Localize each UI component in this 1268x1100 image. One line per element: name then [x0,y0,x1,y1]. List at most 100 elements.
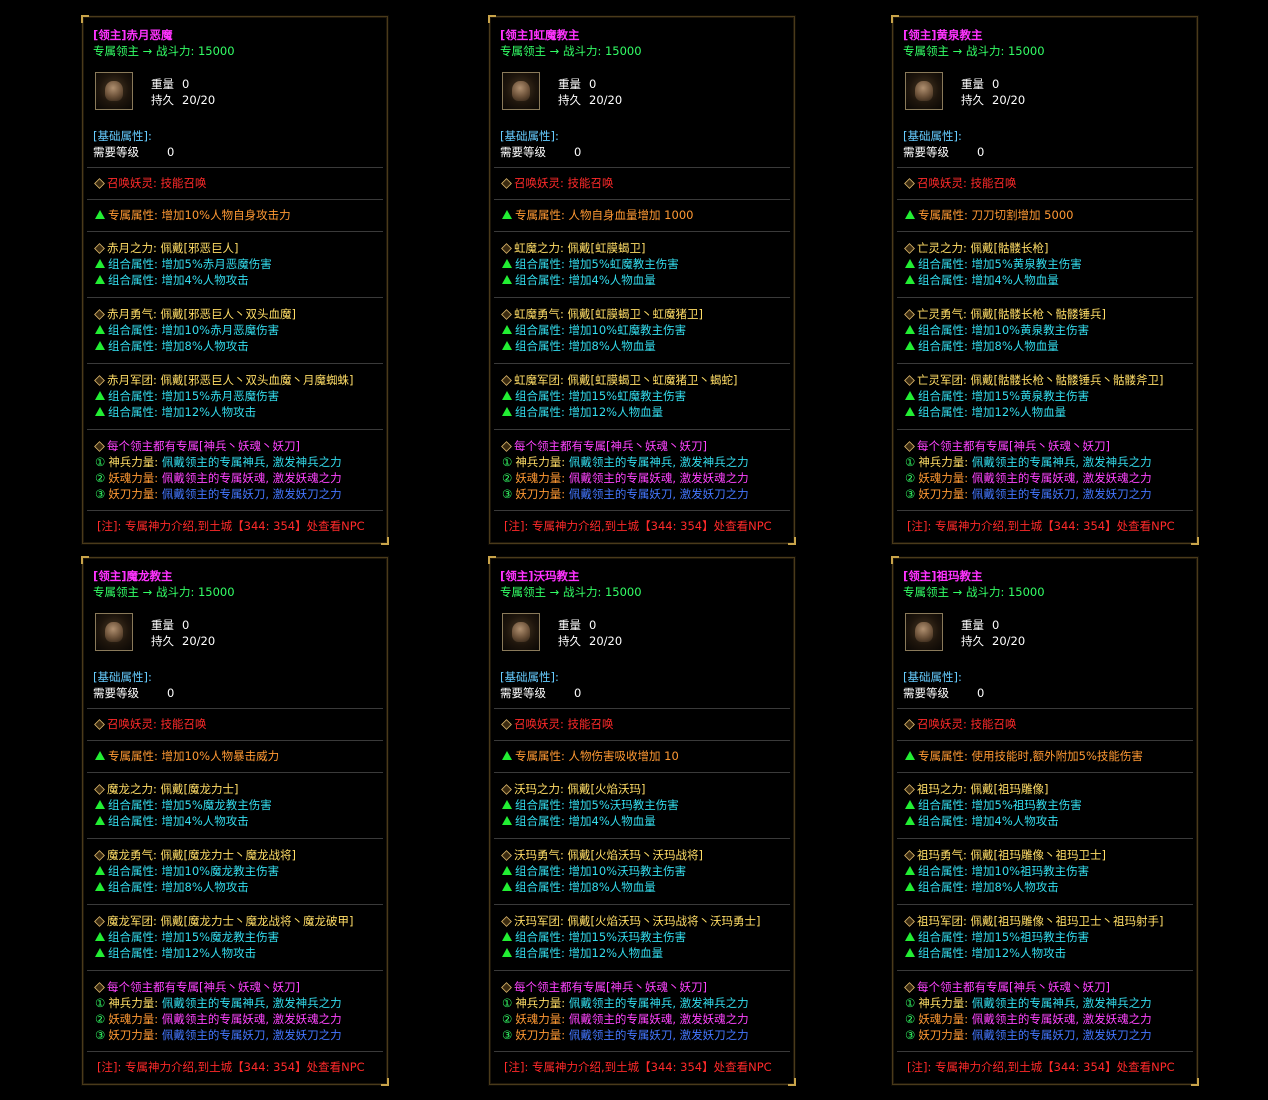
lord-subtitle: 专属领主 → 战斗力: 15000 [500,585,642,599]
divider [494,167,790,168]
weapon-power-label: 神兵力量: [515,455,566,469]
lord-subtitle: 专属领主 → 战斗力: 15000 [903,44,1045,58]
green-up-arrow-icon [905,259,915,268]
exclusive-gear-info: 每个领主都有专属[神兵丶妖魂丶妖刀] ① 神兵力量: 佩戴领主的专属神兵, 激发神… [94,438,385,502]
set-attr: 组合属性: 增加15%虹魔教主伤害 [515,389,687,403]
lord-gear-head: 每个领主都有专属[神兵丶妖魂丶妖刀] [514,439,707,453]
required-level-label: 需要等级 [500,686,546,700]
green-up-arrow-icon [905,751,915,760]
gem-icon [501,309,512,320]
set-bonus-3: 赤月军团: 佩戴[邪恶巨人丶双头血魔丶月魔蜘蛛] 组合属性: 增加15%赤月恶魔… [94,372,385,420]
green-up-arrow-icon [905,948,915,957]
set-bonus-2: 魔龙勇气: 佩戴[魔龙力士丶魔龙战将] 组合属性: 增加10%魔龙教主伤害 组合… [94,847,385,895]
divider [897,1051,1193,1052]
set-bonus-2: 亡灵勇气: 佩戴[骷髅长枪丶骷髅锤兵] 组合属性: 增加10%黄泉教主伤害 组合… [904,306,1195,354]
gem-icon [94,916,105,927]
set-bonus-1: 沃玛之力: 佩戴[火焰沃玛] 组合属性: 增加5%沃玛教主伤害 组合属性: 增加… [501,781,792,829]
demon-portrait-icon [905,72,943,110]
circle-two-icon: ② [95,471,106,485]
blade-power-label: 妖刀力量: [918,1028,969,1042]
set-head: 祖玛军团: 佩戴[祖玛雕像丶祖玛卫士丶祖玛射手] [917,914,1164,928]
required-level-value: 0 [574,686,582,700]
set-bonus-3: 亡灵军团: 佩戴[骷髅长枪丶骷髅锤兵丶骷髅斧卫] 组合属性: 增加15%黄泉教主… [904,372,1195,420]
set-attr: 组合属性: 增加8%人物血量 [515,880,656,894]
lord-item-card: [领主]沃玛教主 专属领主 → 战斗力: 15000 重量 0 持久 20/20 [… [488,556,796,1086]
green-up-arrow-icon [502,341,512,350]
npc-note: [注]: 专属神力介绍,到土城【344: 354】处查看NPC [97,1060,365,1074]
soul-power-label: 妖魂力量: [515,471,566,485]
green-up-arrow-icon [502,932,512,941]
set-attr: 组合属性: 增加15%赤月恶魔伤害 [108,389,280,403]
exclusive-gear-info: 每个领主都有专属[神兵丶妖魂丶妖刀] ① 神兵力量: 佩戴领主的专属神兵, 激发神… [94,979,385,1043]
set-attr: 组合属性: 增加8%人物血量 [918,339,1059,353]
weight-value: 0 [182,618,190,632]
set-attr: 组合属性: 增加10%黄泉教主伤害 [918,323,1090,337]
demon-portrait-icon [95,613,133,651]
set-attr: 组合属性: 增加15%黄泉教主伤害 [918,389,1090,403]
exclusive-attribute: 专属属性: 增加10%人物暴击威力 [108,749,280,763]
set-attr: 组合属性: 增加5%赤月恶魔伤害 [108,257,272,271]
lord-gear-head: 每个领主都有专属[神兵丶妖魂丶妖刀] [917,980,1110,994]
circle-one-icon: ① [95,996,106,1010]
circle-one-icon: ① [502,455,513,469]
set-head: 亡灵军团: 佩戴[骷髅长枪丶骷髅锤兵丶骷髅斧卫] [917,373,1164,387]
lord-item-card: [领主]黄泉教主 专属领主 → 战斗力: 15000 重量 0 持久 20/20 [… [891,15,1199,545]
gem-icon [904,441,915,452]
divider [897,904,1193,905]
gem-icon [904,850,915,861]
set-attr: 组合属性: 增加12%人物攻击 [918,946,1067,960]
set-attr: 组合属性: 增加5%黄泉教主伤害 [918,257,1082,271]
set-attr: 组合属性: 增加8%人物攻击 [918,880,1059,894]
required-level-label: 需要等级 [500,145,546,159]
set-attr: 组合属性: 增加10%祖玛教主伤害 [918,864,1090,878]
gem-icon [94,784,105,795]
divider [897,429,1193,430]
lord-gear-head: 每个领主都有专属[神兵丶妖魂丶妖刀] [514,980,707,994]
set-bonus-1: 赤月之力: 佩戴[邪恶巨人] 组合属性: 增加5%赤月恶魔伤害 组合属性: 增加… [94,240,385,288]
divider [87,199,383,200]
summon-text: 召唤妖灵: 技能召唤 [107,176,207,190]
npc-note: [注]: 专属神力介绍,到土城【344: 354】处查看NPC [907,1060,1175,1074]
circle-three-icon: ③ [95,487,106,501]
exclusive-gear-info: 每个领主都有专属[神兵丶妖魂丶妖刀] ① 神兵力量: 佩戴领主的专属神兵, 激发神… [904,438,1195,502]
gem-icon [501,178,512,189]
base-attributes-label: [基础属性]: [93,129,152,143]
set-attr: 组合属性: 增加15%祖玛教主伤害 [918,930,1090,944]
gem-icon [501,850,512,861]
weapon-power-text: 佩戴领主的专属神兵, 激发神兵之力 [161,996,342,1010]
soul-power-text: 佩戴领主的专属妖魂, 激发妖魂之力 [568,471,749,485]
green-up-arrow-icon [502,391,512,400]
soul-power-label: 妖魂力量: [108,471,159,485]
durability-label: 持久 [961,93,984,107]
required-level-label: 需要等级 [903,686,949,700]
durability-value: 20/20 [182,93,216,107]
green-up-arrow-icon [905,932,915,941]
green-up-arrow-icon [502,948,512,957]
set-attr: 组合属性: 增加8%人物血量 [515,339,656,353]
circle-three-icon: ③ [905,1028,916,1042]
set-attr: 组合属性: 增加8%人物攻击 [108,339,249,353]
green-up-arrow-icon [95,932,105,941]
gem-icon [501,784,512,795]
required-level-label: 需要等级 [93,145,139,159]
set-attr: 组合属性: 增加4%人物血量 [918,273,1059,287]
base-attributes-label: [基础属性]: [500,670,559,684]
divider [897,772,1193,773]
divider [87,297,383,298]
green-up-arrow-icon [502,751,512,760]
set-head: 沃玛之力: 佩戴[火焰沃玛] [514,782,646,796]
divider [897,510,1193,511]
lord-title: [领主]黄泉教主 [903,28,983,42]
durability-value: 20/20 [182,634,216,648]
weapon-power-text: 佩戴领主的专属神兵, 激发神兵之力 [568,996,749,1010]
divider [87,429,383,430]
divider [494,772,790,773]
gem-icon [94,850,105,861]
green-up-arrow-icon [905,391,915,400]
lord-subtitle: 专属领主 → 战斗力: 15000 [500,44,642,58]
soul-power-label: 妖魂力量: [918,471,969,485]
divider [87,510,383,511]
weapon-power-label: 神兵力量: [515,996,566,1010]
demon-portrait-icon [502,613,540,651]
divider [494,708,790,709]
